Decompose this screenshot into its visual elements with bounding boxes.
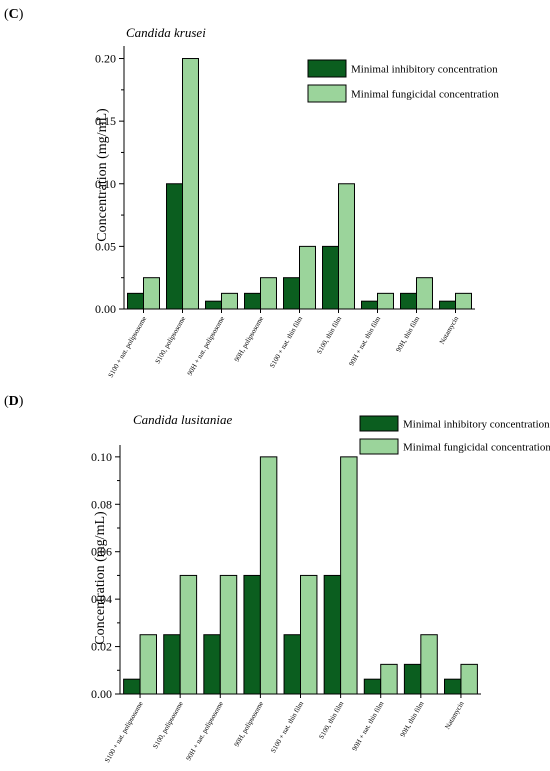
x-category-label: S100 + nat. polipsosome [103, 700, 145, 764]
y-tick-label: 0.00 [95, 302, 116, 316]
x-category-label: Natamycin [443, 700, 466, 731]
x-category-label: S100, thin film [317, 700, 345, 741]
bar-mic [361, 300, 379, 310]
bar-mfc [260, 277, 277, 310]
bar-mfc [377, 292, 394, 310]
legend-swatch [307, 84, 347, 103]
bar-mfc [300, 574, 318, 695]
legend-label: Minimal inhibitory concentration [403, 419, 550, 431]
x-category-label: S100, thin film [315, 315, 343, 356]
bar-mfc [460, 663, 478, 695]
x-category-label: 90H, thin film [394, 315, 421, 354]
y-tick-label: 0.15 [95, 114, 116, 128]
x-category-label: 90H, polipsosome [233, 700, 265, 748]
bar-mfc [259, 456, 278, 695]
x-category-label: S100, polipsosome [151, 700, 185, 750]
x-category-label: S100 + nat. thin film [268, 315, 304, 370]
x-category-label: 90H + nat. thin film [347, 315, 382, 368]
chart-title: Candida lusitaniae [133, 412, 233, 427]
bar-mfc [179, 574, 198, 695]
bar-mic [127, 292, 145, 310]
bar-mfc [299, 245, 316, 310]
bar-mfc [380, 663, 398, 695]
x-category-label: Natamycin [438, 315, 461, 346]
bar-mic [163, 634, 181, 695]
bar-mfc [139, 634, 158, 695]
bar-mfc [420, 634, 438, 695]
bar-mfc [182, 58, 199, 310]
bar-mic [403, 663, 422, 695]
y-tick-label: 0.05 [95, 239, 116, 253]
bar-mic [323, 574, 342, 695]
legend-swatch [307, 59, 347, 78]
bar-mic [243, 574, 261, 695]
legend-label: Minimal fungicidal concentration [403, 442, 550, 454]
bar-mfc [338, 183, 355, 310]
x-category-label: 90H + nat. polipsosome [185, 700, 225, 762]
bar-mfc [340, 456, 358, 695]
x-category-label: 90H, thin film [399, 700, 426, 739]
y-tick-label: 0.04 [91, 592, 112, 606]
y-tick-label: 0.08 [91, 497, 112, 511]
y-tick-label: 0.20 [95, 52, 116, 66]
bar-mfc [416, 277, 433, 310]
bar-mic [322, 245, 340, 310]
bar-mic [244, 292, 261, 310]
y-axis-label: Concentration (mg/mL) [95, 108, 110, 242]
bar-mic [123, 678, 141, 695]
bar-mic [363, 678, 382, 695]
chart-title: Candida krusei [126, 25, 206, 40]
legend-swatch [359, 415, 399, 432]
bar-mfc [219, 574, 238, 695]
bar-mic [283, 277, 301, 310]
x-category-label: S100 + nat. polipsosome [107, 315, 149, 379]
y-tick-label: 0.10 [91, 450, 112, 464]
panel-label: (D) [4, 394, 24, 409]
bar-mfc [221, 292, 238, 310]
bar-mic [205, 300, 222, 310]
chart-panel-d: (D) Candida lusitaniae Concentration (mg/m… [4, 394, 550, 764]
bar-mfc [143, 277, 160, 310]
bar-mic [443, 678, 462, 695]
x-category-label: 90H + nat. polipsosome [186, 315, 226, 377]
legend-label: Minimal inhibitory concentration [351, 64, 498, 76]
panel-label: (C) [4, 7, 24, 22]
bar-mic [400, 292, 418, 310]
y-tick-label: 0.10 [95, 177, 116, 191]
y-tick-label: 0.00 [91, 687, 112, 701]
bar-mic [166, 183, 183, 310]
bar-mic [283, 634, 301, 695]
bar-mic [203, 634, 221, 695]
x-category-label: 90H, polipsosome [233, 315, 265, 363]
legend-swatch [359, 438, 399, 455]
legend-label: Minimal fungicidal concentration [351, 89, 499, 101]
bar-mfc [455, 292, 472, 310]
bar-mic [439, 300, 457, 310]
x-category-label: 90H + nat. thin film [351, 700, 386, 753]
x-category-label: S100, polipsosome [154, 315, 188, 365]
y-axis-label: Concentration (mg/mL) [93, 511, 108, 645]
y-tick-label: 0.06 [91, 545, 112, 559]
y-tick-label: 0.02 [91, 640, 112, 654]
x-category-label: S100 + nat. thin film [269, 700, 305, 755]
